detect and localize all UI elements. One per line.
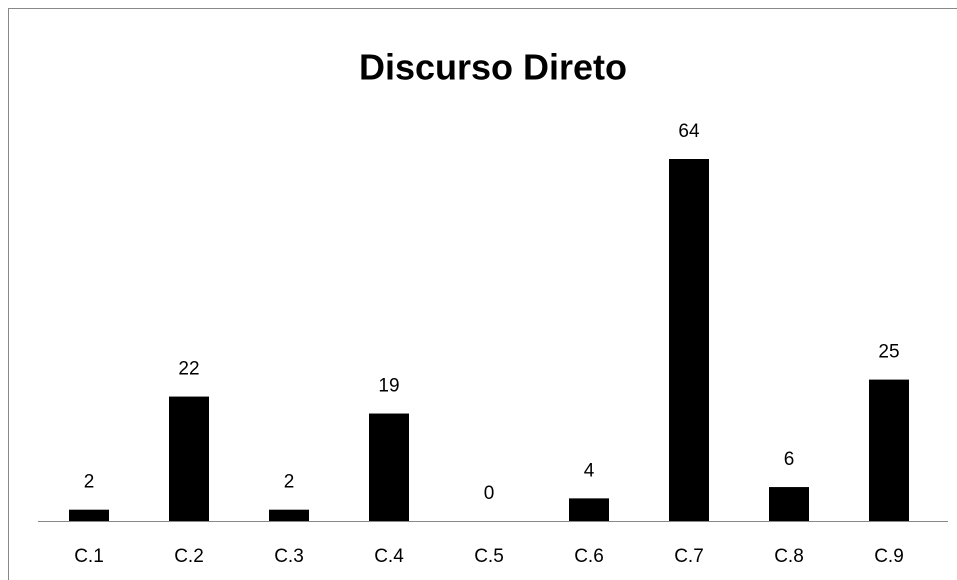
x-tick-label: C.1 (74, 546, 104, 567)
x-tick-label: C.7 (674, 546, 704, 567)
x-tick-label: C.2 (174, 546, 204, 567)
bar (669, 159, 709, 521)
x-tick-label: C.8 (774, 546, 804, 567)
data-label: 22 (178, 359, 199, 380)
data-label: 19 (378, 376, 399, 397)
data-label: 6 (784, 449, 795, 470)
data-label: 2 (284, 472, 295, 493)
data-label: 4 (584, 460, 595, 481)
data-label: 0 (484, 483, 495, 504)
x-tick-label: C.6 (574, 546, 604, 567)
bar (869, 379, 909, 521)
bar (369, 413, 409, 521)
chart-frame (8, 8, 957, 580)
bar (169, 396, 209, 521)
data-label: 25 (878, 342, 899, 363)
data-label: 2 (84, 472, 95, 493)
x-tick-label: C.9 (874, 546, 904, 567)
x-tick-label: C.4 (374, 546, 404, 567)
x-tick-label: C.5 (474, 546, 504, 567)
x-tick-label: C.3 (274, 546, 304, 567)
chart-title: Discurso Direto (359, 47, 627, 88)
data-label: 64 (678, 121, 700, 142)
bar (69, 509, 109, 521)
bar (569, 498, 609, 521)
bar (269, 509, 309, 521)
bar (769, 487, 809, 521)
